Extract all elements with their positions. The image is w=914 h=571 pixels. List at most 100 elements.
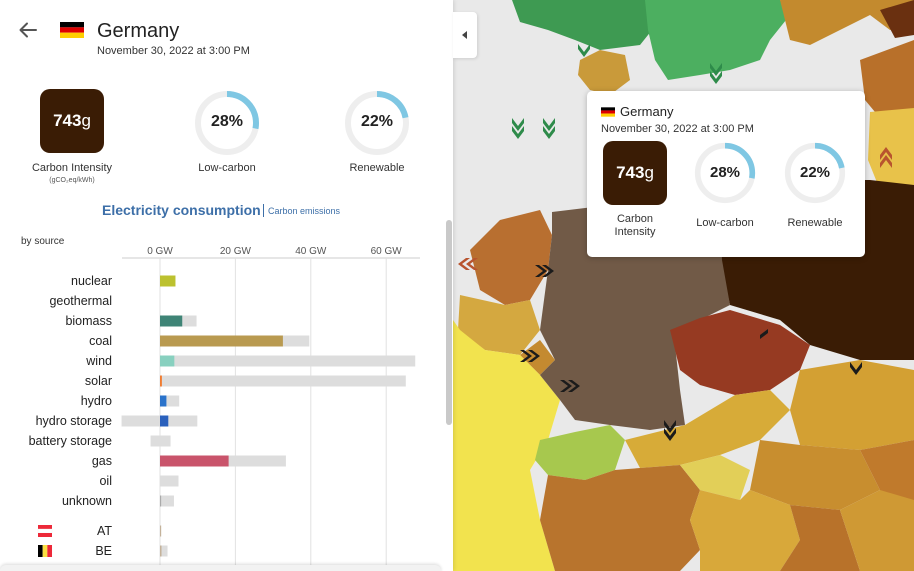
region-far-east [880,0,914,38]
exchange-label: BE [95,544,112,558]
tooltip-renewable-label: Renewable [787,217,843,229]
arrow-left-icon[interactable] [17,19,39,41]
region-slovenia [680,455,750,500]
region-norway [512,0,660,50]
electricity-consumption-title[interactable]: Electricity consumption [102,202,261,218]
x-tick-label: 60 GW [371,246,403,257]
renewable-value: 22% [360,113,394,130]
capacity-bar-negative[interactable] [150,435,160,447]
source-label-solar: solar [85,374,112,388]
exchange-AT[interactable]: AT [37,524,162,538]
carbon-intensity-suffix: g [81,111,91,130]
production-bar[interactable] [160,335,283,347]
tooltip-low-carbon-value: 28% [709,164,741,181]
carbon-emissions-link[interactable]: Carbon emissions [268,206,341,216]
map-tooltip: Germany November 30, 2022 at 3:00 PM 743… [587,91,865,257]
production-bar[interactable] [160,275,176,287]
low-carbon-label: Low-carbon [198,162,256,174]
collapse-panel-button[interactable] [453,12,477,58]
tooltip-low-carbon-label: Low-carbon [696,217,754,229]
low-carbon-value: 28% [210,113,244,130]
panel-bottom-bar [0,565,441,571]
source-label-hydro: hydro [81,394,112,408]
carbon-intensity-box: 743 g [40,89,104,153]
flow-arrows-orange [458,147,892,270]
capacity-bar[interactable] [160,435,171,447]
austria-flag-icon [38,525,52,529]
production-bar[interactable] [160,395,167,407]
source-label-unknown: unknown [62,494,112,508]
tooltip-ci-label-line1: Carbon [616,213,654,225]
production-bar[interactable] [160,315,183,327]
source-label-geothermal: geothermal [49,294,112,308]
source-label-wind: wind [85,354,112,368]
belgium-flag-icon [38,545,43,557]
region-balkan-south [840,490,914,571]
germany-flag-icon [601,107,615,117]
region-sweden [645,0,790,80]
production-bar[interactable] [160,375,162,387]
x-tick-label: 20 GW [220,246,252,257]
region-france [453,320,560,571]
exchange-flow-bar[interactable] [160,525,162,537]
x-tick-label: 0 GW [147,246,173,257]
source-label-battery-storage: battery storage [29,434,112,448]
production-bar[interactable] [160,455,229,467]
carbon-intensity-label: Carbon Intensity [31,162,113,174]
carbon-intensity-unit: (gCO₂eq/kWh) [49,177,95,184]
tooltip-carbon-intensity-box: 743 g [603,141,667,205]
germany-flag-icon [60,22,84,38]
by-source-label: by source [21,236,65,247]
exchange-BE[interactable]: BE [38,544,168,558]
capacity-bar[interactable] [160,395,180,407]
austria-flag-icon [38,533,52,537]
exchange-capacity-bar[interactable] [160,545,168,557]
production-bar[interactable] [160,415,169,427]
belgium-flag-icon [42,545,48,557]
panel-scrollbar[interactable] [446,220,452,425]
exchange-label: AT [97,524,112,538]
capacity-bar-negative[interactable] [121,415,160,427]
consumption-bar-chart[interactable]: 0 GW 20 GW 40 GW 60 GW nuclear geothermal bio… [0,238,445,568]
back-button[interactable] [17,19,39,41]
title-separator [263,204,264,217]
region-north-east [780,0,914,45]
region-denmark [578,50,630,95]
tooltip-renewable-value: 22% [799,164,831,181]
tooltip-ci-value: 743 [616,163,645,182]
source-label-gas: gas [92,454,112,468]
renewable-label: Renewable [349,162,405,174]
flow-arrows-green [512,44,722,139]
tooltip-country-name: Germany [620,104,674,119]
region-austria [625,390,790,468]
region-bosnia [780,505,860,571]
capacity-bar[interactable] [160,475,179,487]
austria-flag-icon [37,528,53,534]
capacity-bar[interactable] [160,355,416,367]
carbon-intensity-value: 743 [53,111,82,130]
tooltip-ci-suffix: g [644,163,654,182]
capacity-bar[interactable] [160,375,406,387]
region-hungary [750,440,880,510]
exchange-flow-bar[interactable] [160,545,162,557]
source-label-hydro-storage: hydro storage [36,414,112,428]
source-label-nuclear: nuclear [71,274,112,288]
region-lithuania [868,108,914,190]
country-panel: Germany November 30, 2022 at 3:00 PM 743… [0,0,453,571]
production-bar[interactable] [160,495,162,507]
low-carbon-ring [195,91,259,155]
capacity-bar[interactable] [160,415,198,427]
flow-arrows-dark [520,265,862,441]
country-datetime: November 30, 2022 at 3:00 PM [97,45,250,57]
region-belgium [458,295,540,355]
capacity-bar[interactable] [160,495,174,507]
production-bar[interactable] [160,355,175,367]
chevron-left-icon[interactable] [460,29,470,41]
tooltip-ci-label-line2: Intensity [614,226,656,238]
belgium-flag-icon [47,545,53,557]
region-czechia [670,310,810,395]
region-switzerland [535,425,625,480]
country-name: Germany [97,20,180,42]
tooltip-carbon-intensity-label: Carbon Intensity [595,213,675,239]
region-baltic [860,40,914,118]
